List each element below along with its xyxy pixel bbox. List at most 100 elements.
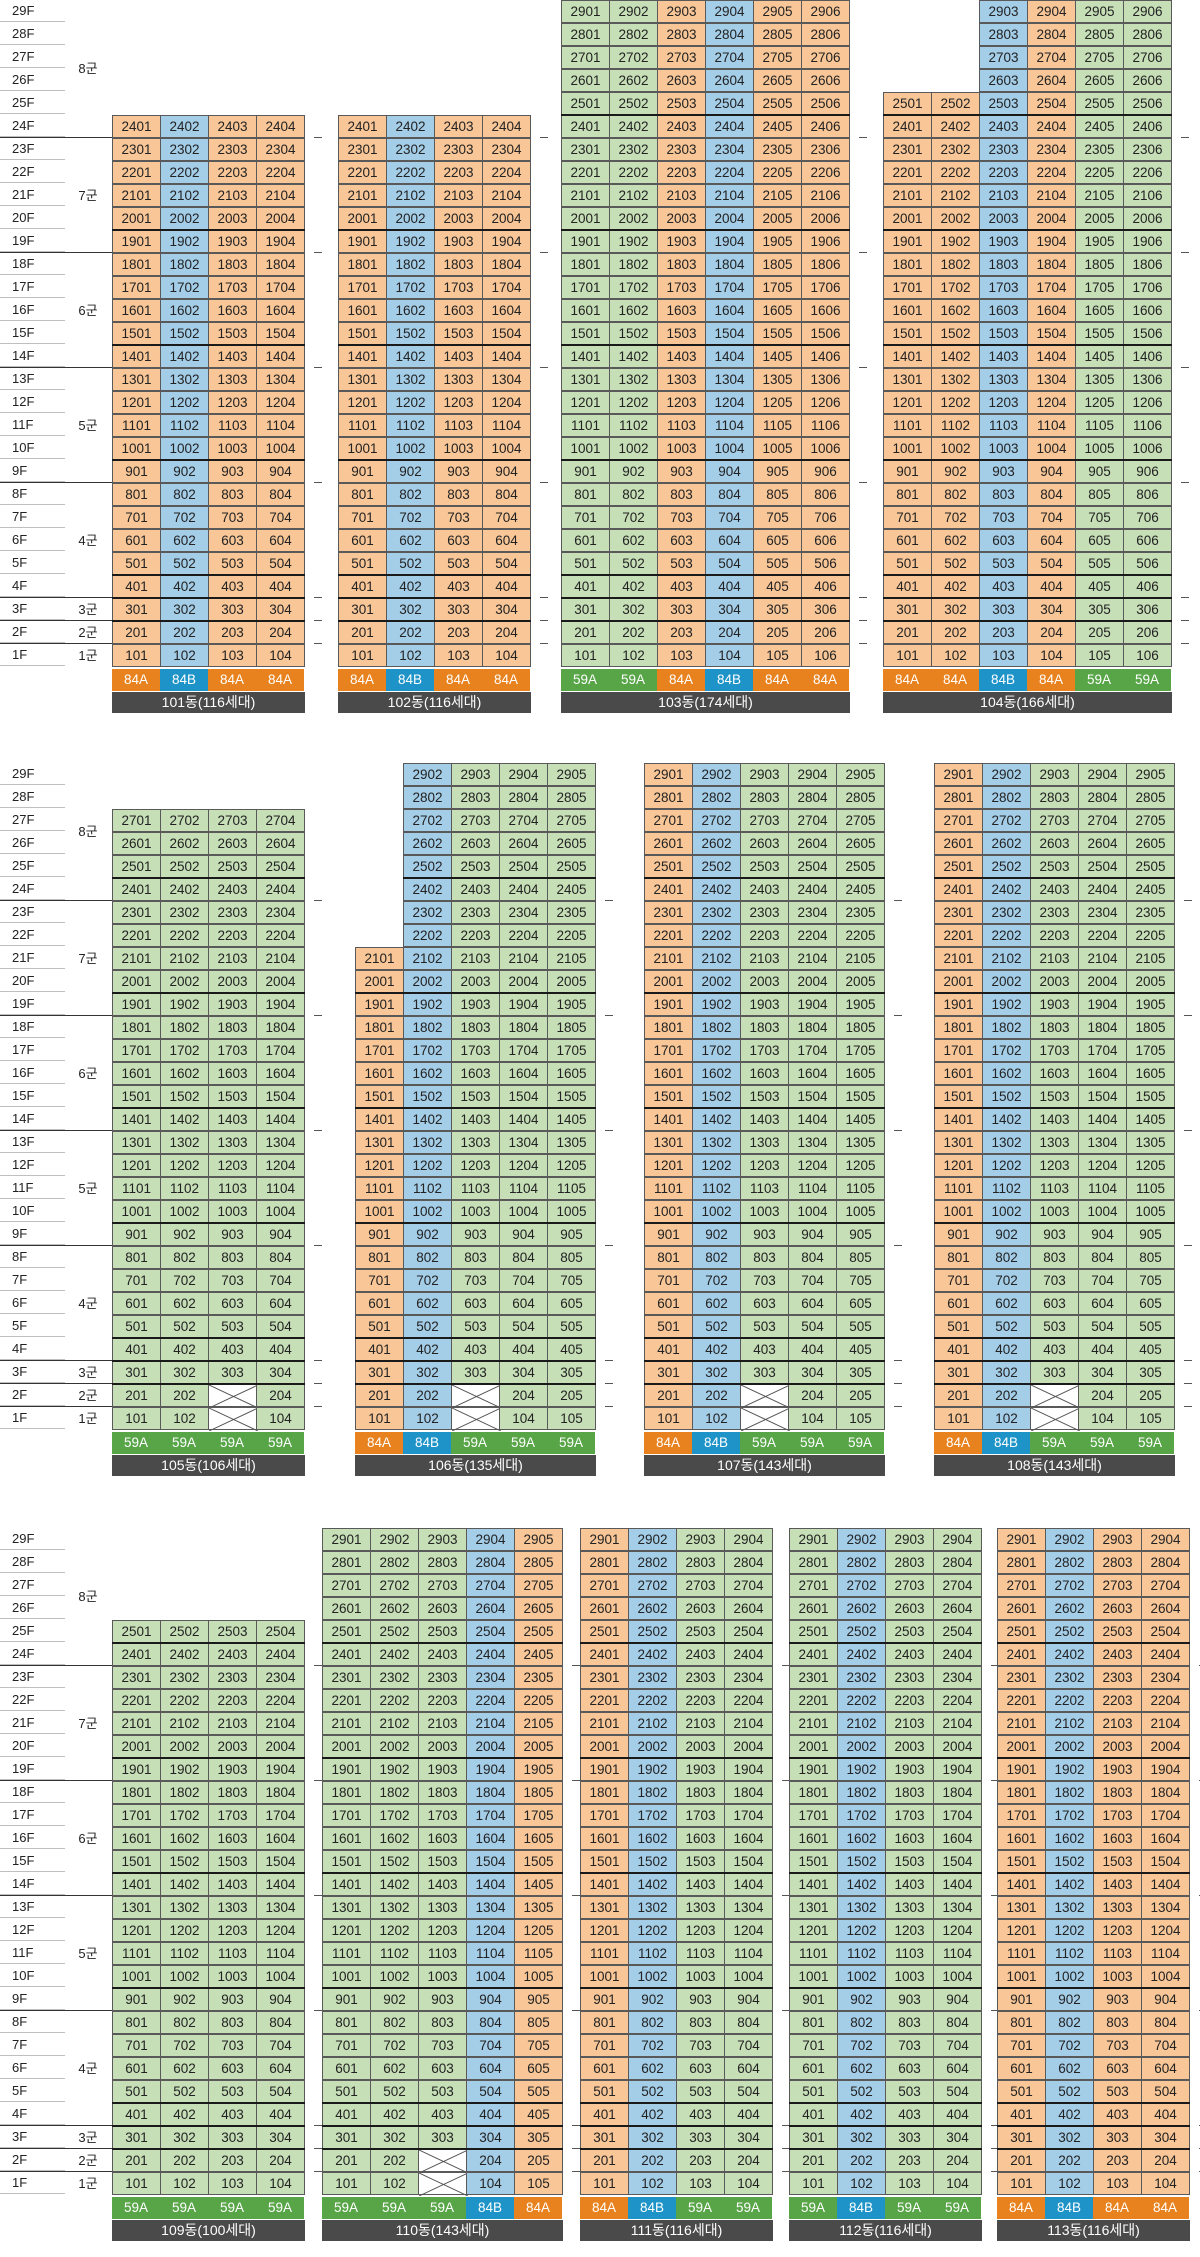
unit-cell: 802 [160, 483, 209, 506]
unit-cell: 2604 [1141, 1597, 1190, 1620]
group-border [112, 344, 305, 346]
unit-cell: 2505 [547, 855, 596, 878]
unit-cell: 1903 [434, 230, 483, 253]
unit-cell: 501 [322, 2080, 371, 2103]
unit-cell: 402 [609, 575, 658, 598]
floor-label: 14F [0, 1873, 65, 1895]
unit-cell: 2002 [628, 1735, 677, 1758]
group-tick [859, 252, 867, 253]
unit-cell: 204 [1078, 1384, 1127, 1407]
unit-cell: 701 [580, 2034, 629, 2057]
unit-cell: 1603 [208, 299, 257, 322]
building-label: 109동(100세대) [112, 2220, 305, 2241]
unit-cell: 805 [753, 483, 802, 506]
unit-cell: 2201 [580, 1689, 629, 1712]
unit-cell: 1603 [885, 1827, 934, 1850]
unit-cell: 303 [657, 598, 706, 621]
unit-cell: 2003 [208, 1735, 257, 1758]
unit-cell: 2105 [547, 947, 596, 970]
group-tick [605, 1130, 613, 1131]
unit-cell: 602 [160, 529, 209, 552]
unit-cell: 604 [1027, 529, 1076, 552]
unit-cell: 1002 [628, 1965, 677, 1988]
group-label: 1군 [78, 2175, 98, 2191]
unit-type-cell: 84A [1141, 2197, 1190, 2219]
group-border [934, 877, 1175, 879]
unit-cell: 1704 [1078, 1039, 1127, 1062]
unit-cell: 1701 [561, 276, 610, 299]
unit-cell: 1402 [692, 1108, 741, 1131]
unit-cell: 1601 [934, 1062, 983, 1085]
unit-cell: 2605 [753, 69, 802, 92]
unit-cell: 1804 [724, 1781, 773, 1804]
unit-cell: 1504 [1078, 1085, 1127, 1108]
unit-cell: 2701 [789, 1574, 838, 1597]
unit-cell: 2103 [979, 184, 1028, 207]
unit-cell: 104 [256, 2172, 305, 2195]
unit-cell: 2302 [386, 138, 435, 161]
unit-cell: 302 [160, 2126, 209, 2149]
unit-cell: 1802 [370, 1781, 419, 1804]
unit-cell: 804 [256, 2011, 305, 2034]
unit-cell: 2404 [499, 878, 548, 901]
unit-cell: 501 [997, 2080, 1046, 2103]
unit-cell: 804 [499, 1246, 548, 1269]
unit-cell: 901 [789, 1988, 838, 2011]
unit-cell: 2904 [466, 1528, 515, 1551]
unit-cell: 2801 [561, 23, 610, 46]
floor-label: 28F [0, 786, 65, 808]
unit-cell: 2101 [934, 947, 983, 970]
group-border [112, 1872, 305, 1874]
unit-cell: 2703 [676, 1574, 725, 1597]
unit-cell: 1604 [466, 1827, 515, 1850]
floor-label: 14F [0, 1108, 65, 1130]
unit-cell: 2203 [451, 924, 500, 947]
group-tick [894, 1360, 902, 1361]
unit-cell: 2302 [403, 901, 452, 924]
unit-cell: 103 [208, 644, 257, 667]
unit-cell: 1501 [112, 1085, 161, 1108]
unit-cell: 404 [705, 575, 754, 598]
unit-cell: 303 [418, 2126, 467, 2149]
unit-cell: 1102 [692, 1177, 741, 1200]
unit-cell: 1802 [837, 1781, 886, 1804]
unit-cell: 2203 [208, 161, 257, 184]
unit-cell: 1205 [1075, 391, 1124, 414]
unit-cell: 401 [644, 1338, 693, 1361]
unit-cell: 1503 [979, 322, 1028, 345]
unit-cell: 501 [644, 1315, 693, 1338]
unit-cell: 2602 [160, 832, 209, 855]
unit-cell: 2104 [256, 184, 305, 207]
unit-cell: 502 [370, 2080, 419, 2103]
unit-cell: 401 [338, 575, 387, 598]
group-tick [782, 1665, 790, 1666]
unit-cell: 1502 [386, 322, 435, 345]
unit-type-cell: 84A [338, 669, 387, 691]
unit-cell: 2901 [580, 1528, 629, 1551]
unit-cell: 1406 [1123, 345, 1172, 368]
unit-cell: 2701 [997, 1574, 1046, 1597]
unit-cell: 2904 [1141, 1528, 1190, 1551]
unit-cell: 2605 [1126, 832, 1175, 855]
unit-cell: 2405 [547, 878, 596, 901]
unit-cell: 603 [434, 529, 483, 552]
unit-cell: 701 [355, 1269, 404, 1292]
unit-cell: 2902 [609, 0, 658, 23]
unit-cell: 1801 [789, 1781, 838, 1804]
unit-cell: 104 [1078, 1407, 1127, 1430]
floor-label: 17F [0, 1804, 65, 1826]
unit-cell: 302 [692, 1361, 741, 1384]
unit-cell: 2805 [836, 786, 885, 809]
unit-cell: 305 [836, 1361, 885, 1384]
unit-cell: 102 [837, 2172, 886, 2195]
unit-cell: 704 [1141, 2034, 1190, 2057]
unit-cell: 2102 [931, 184, 980, 207]
unit-type-cell: 59A [885, 2197, 934, 2219]
unit-cell: 2403 [451, 878, 500, 901]
unit-cell: 1404 [256, 1873, 305, 1896]
unit-cell: 2103 [676, 1712, 725, 1735]
unit-cell: 1603 [676, 1827, 725, 1850]
floor-label: 8F [0, 2011, 65, 2033]
floor-label: 20F [0, 207, 65, 229]
unit-cell: 2901 [561, 0, 610, 23]
